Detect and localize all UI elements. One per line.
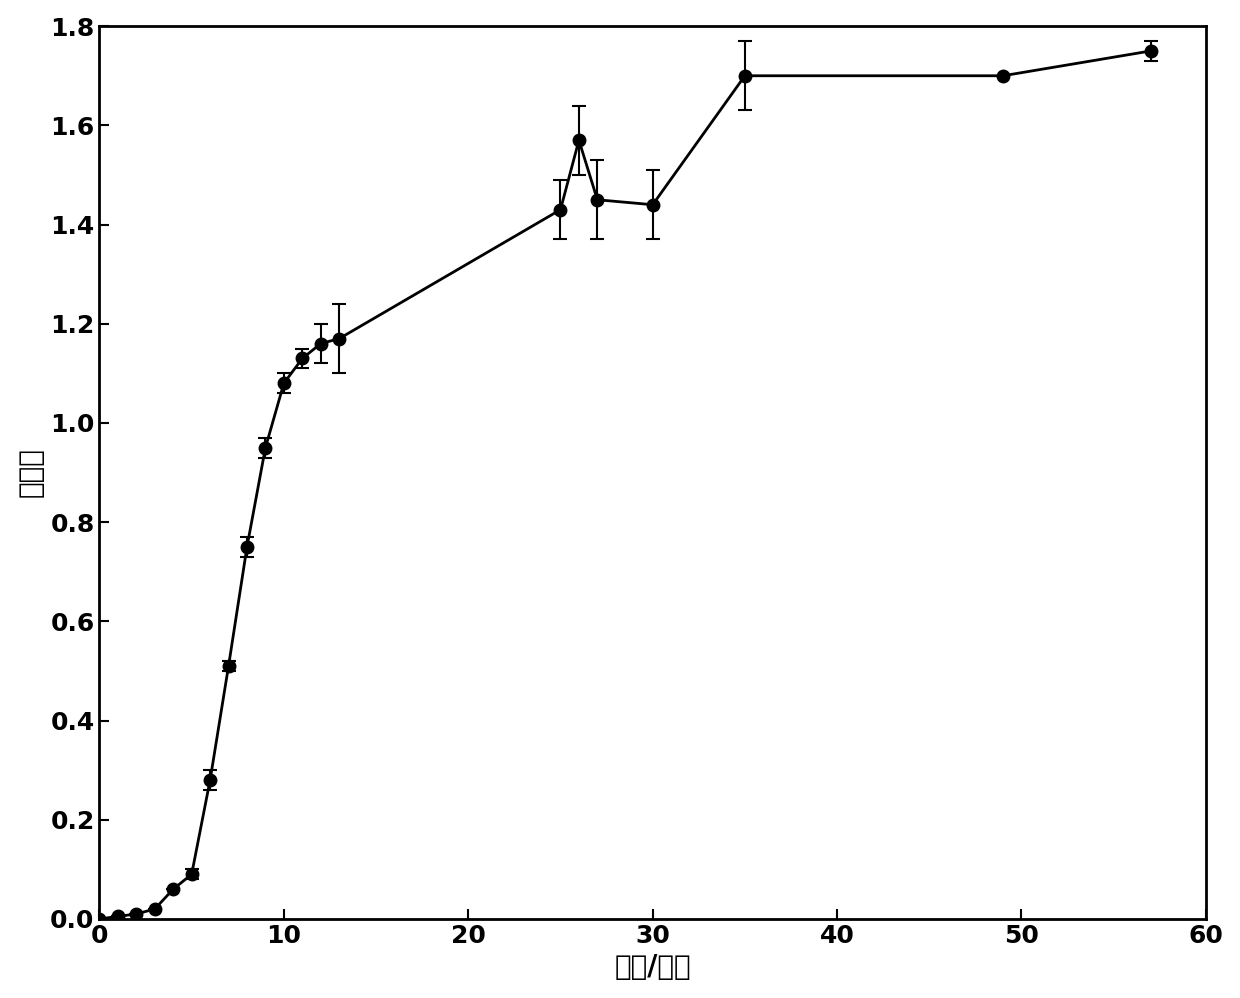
Y-axis label: 吸光度: 吸光度 bbox=[16, 448, 45, 497]
X-axis label: 时间/小时: 时间/小时 bbox=[614, 953, 691, 981]
